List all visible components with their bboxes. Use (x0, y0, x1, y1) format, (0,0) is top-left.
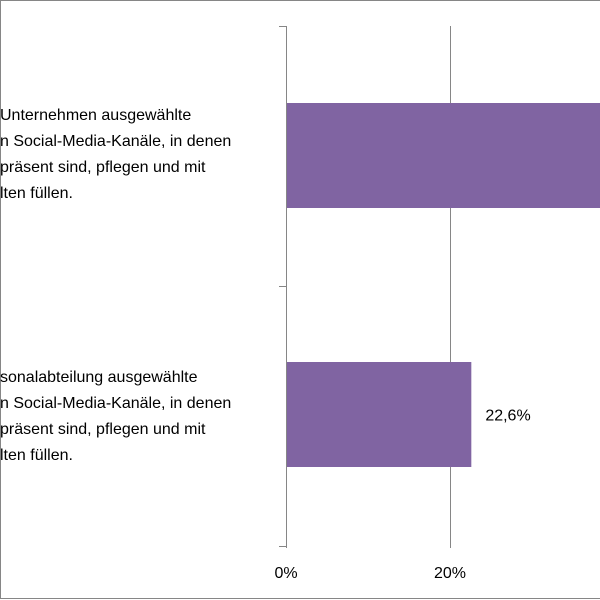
x-tick-label: 20% (434, 565, 466, 582)
data-labels: 22,6% (485, 408, 530, 425)
category-label-2: sonalabteilung ausgewählte n Social-Medi… (0, 369, 232, 464)
x-tick-label: 0% (274, 565, 297, 582)
bar-1 (286, 103, 600, 208)
category-label-1: Unternehmen ausgewählte n Social-Media-K… (0, 107, 232, 202)
x-tick-labels: 0%20%4 (274, 565, 466, 582)
bars (286, 103, 600, 467)
data-label: 22,6% (485, 408, 530, 425)
bar-2 (286, 362, 472, 467)
